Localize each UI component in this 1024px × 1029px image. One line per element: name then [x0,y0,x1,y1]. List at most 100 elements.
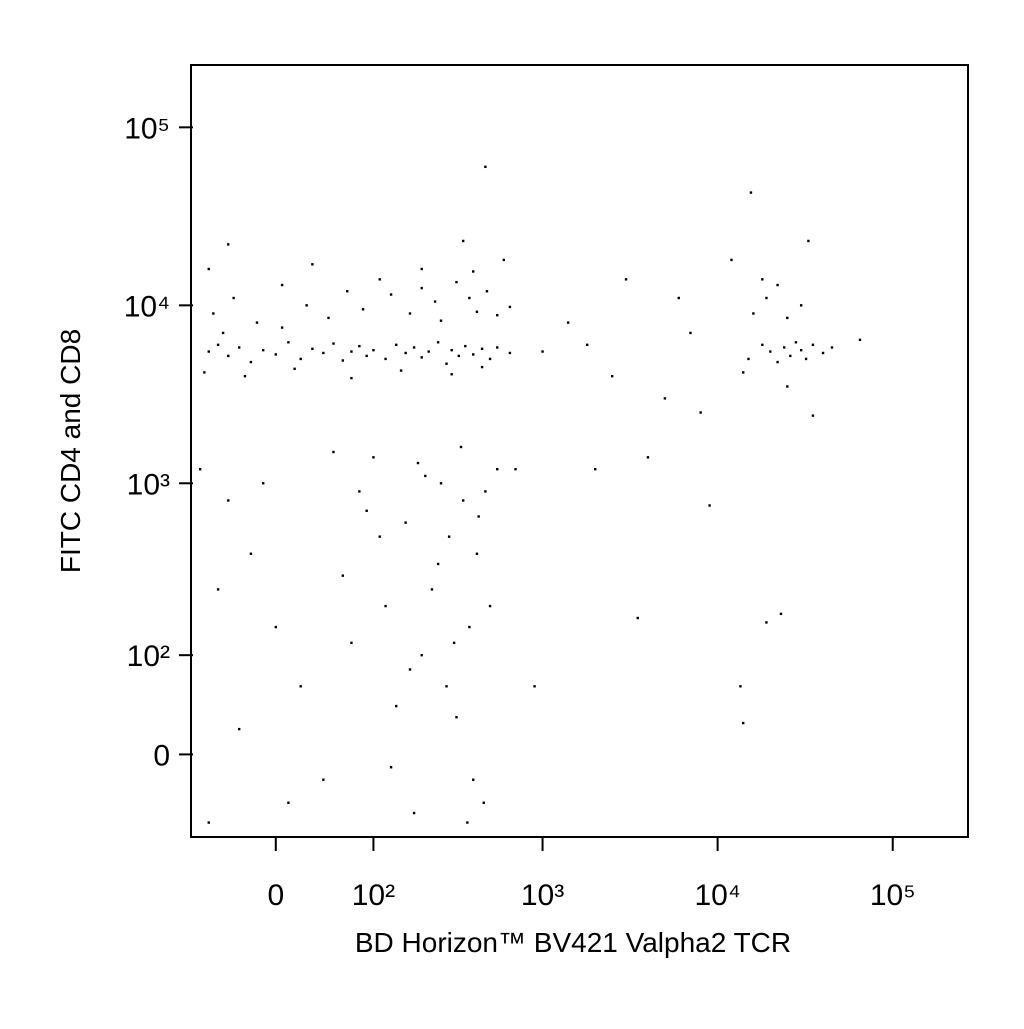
data-point [447,535,451,538]
data-point [216,588,220,591]
data-point [484,490,487,493]
data-point [858,338,862,342]
data-point [799,304,803,307]
data-point [305,304,308,307]
data-point [663,397,667,400]
data-point [227,499,230,502]
data-point [332,342,335,345]
data-point [322,778,325,781]
data-point [749,191,753,194]
data-point [508,305,512,309]
data-point [472,353,475,356]
data-point [280,326,284,329]
data-point [450,348,453,352]
data-point [311,263,314,266]
data-point [358,344,361,348]
data-point [420,653,423,657]
data-point [699,411,702,414]
data-point [299,685,302,688]
data-point [237,727,241,731]
data-point [212,312,215,315]
data-point [708,504,711,507]
data-point [459,445,463,449]
data-point [496,346,499,349]
data-point [346,290,349,293]
data-point [475,552,479,555]
data-point [420,356,423,359]
data-point [811,414,815,417]
data-point [287,341,290,344]
data-point [533,685,536,688]
data-point [742,721,745,725]
data-point [261,482,265,485]
data-point [488,357,492,361]
data-point [461,499,465,502]
data-point [249,360,253,364]
data-point [243,374,247,378]
data-point [541,350,544,353]
data-point [322,351,325,355]
data-point [439,319,443,322]
data-point [332,450,335,454]
data-point [482,801,485,804]
data-point [502,258,506,262]
data-point [372,456,375,459]
data-point [455,716,458,719]
data-point [769,350,772,353]
y-tick-label: 10² [127,640,170,673]
data-point [221,331,225,335]
data-point [624,278,628,281]
y-tick-label: 10⁴ [124,290,170,323]
x-tick-label: 10⁵ [870,879,916,912]
data-point [496,314,499,317]
x-tick-label: 10³ [521,879,564,912]
data-point [765,621,768,624]
data-point [404,351,407,355]
data-point [445,685,448,688]
data-point [747,357,750,361]
data-point [514,468,517,471]
data-point [794,341,798,344]
data-point [804,357,808,361]
data-point [468,625,471,629]
data-point [280,283,284,287]
data-point [488,604,492,608]
data-point [508,351,512,355]
data-point [457,354,460,358]
data-point [646,456,650,459]
data-point [786,385,789,388]
data-point [327,316,330,320]
data-point [496,468,499,471]
data-point [420,267,423,271]
x-tick-label: 10² [352,879,395,912]
data-point [586,343,589,347]
data-point [207,350,210,353]
data-point [341,574,345,577]
data-point [232,296,235,300]
data-point [416,461,420,465]
x-axis-title: BD Horizon™ BV421 Valpha2 TCR [355,927,791,958]
data-point [365,354,368,358]
data-point [412,346,416,349]
data-point [761,343,764,347]
data-point [404,521,407,524]
data-point [689,331,692,335]
data-point [466,821,469,824]
data-point [203,371,206,374]
data-point [350,376,353,380]
data-point [436,341,440,344]
data-point [408,312,412,315]
data-point [742,371,745,374]
data-point [730,258,733,262]
data-point [274,353,277,356]
data-point [468,296,471,300]
data-point [395,704,398,708]
data-point [207,267,210,271]
data-point [610,374,614,378]
data-point [445,362,448,365]
data-point [472,270,475,273]
data-point [464,344,467,348]
data-point [358,490,361,493]
data-point [799,348,803,352]
data-point [439,482,443,485]
